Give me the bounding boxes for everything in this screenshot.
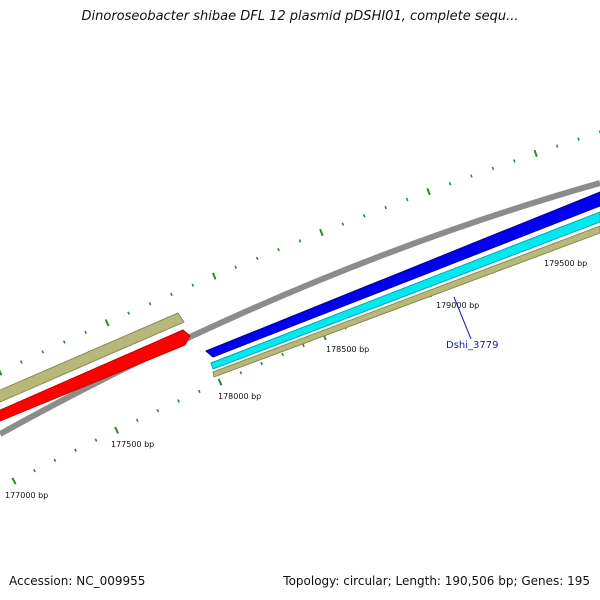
plasmid-backbone <box>0 180 600 437</box>
major-tick <box>533 149 538 158</box>
gene-label-connector <box>453 296 472 340</box>
minor-tick <box>53 458 57 463</box>
minor-tick <box>448 182 452 186</box>
major-tick <box>0 369 3 376</box>
minor-tick <box>170 292 173 297</box>
minor-tick <box>135 418 139 423</box>
major-tick <box>319 228 324 237</box>
position-label: 177000 bp <box>5 491 48 500</box>
minor-tick <box>281 352 284 357</box>
minor-tick <box>491 166 495 171</box>
tick-marks <box>0 130 600 485</box>
minor-tick <box>41 350 45 354</box>
gene-label-dshi-3779[interactable]: Dshi_3779 <box>446 340 498 351</box>
minor-tick <box>277 247 280 252</box>
minor-tick <box>62 340 66 344</box>
feature-red-arrow <box>0 329 191 422</box>
minor-tick <box>156 408 160 413</box>
accession-text: Accession: NC_009955 <box>9 574 146 588</box>
minor-tick <box>33 468 36 473</box>
position-label: 179000 bp <box>436 301 479 310</box>
minor-tick <box>94 438 98 442</box>
position-label: 178500 bp <box>326 345 369 354</box>
minor-tick <box>197 389 201 394</box>
minor-tick <box>384 205 387 210</box>
position-label: 179500 bp <box>544 259 587 268</box>
minor-tick <box>127 311 130 315</box>
major-tick <box>217 378 223 386</box>
minor-tick <box>191 283 195 287</box>
minor-tick <box>302 343 305 348</box>
position-label: 178000 bp <box>218 392 261 401</box>
major-tick <box>11 477 17 485</box>
minor-tick <box>405 197 409 202</box>
minor-tick <box>341 222 345 226</box>
feature-olive-right <box>212 225 600 378</box>
topology-summary: Topology: circular; Length: 190,506 bp; … <box>283 574 590 588</box>
minor-tick <box>513 159 516 163</box>
major-tick <box>426 187 431 196</box>
minor-tick <box>234 265 238 269</box>
minor-tick <box>470 174 473 178</box>
minor-tick <box>177 399 180 403</box>
major-tick <box>211 272 217 280</box>
minor-tick <box>555 144 559 148</box>
minor-tick <box>84 330 88 335</box>
feature-cyan <box>210 211 600 370</box>
minor-tick <box>255 256 259 261</box>
minor-tick <box>260 361 264 366</box>
minor-tick <box>20 360 23 364</box>
minor-tick <box>362 214 366 218</box>
feature-blue <box>205 191 600 358</box>
feature-olive-left <box>0 312 185 403</box>
minor-tick <box>74 448 77 452</box>
position-label: 177500 bp <box>111 440 154 449</box>
minor-tick <box>148 302 152 306</box>
major-tick <box>104 319 110 327</box>
minor-tick <box>298 239 302 243</box>
minor-tick <box>577 137 580 141</box>
map-title: Dinoroseobacter shibae DFL 12 plasmid pD… <box>81 9 519 24</box>
major-tick <box>114 426 120 434</box>
minor-tick <box>239 371 243 375</box>
